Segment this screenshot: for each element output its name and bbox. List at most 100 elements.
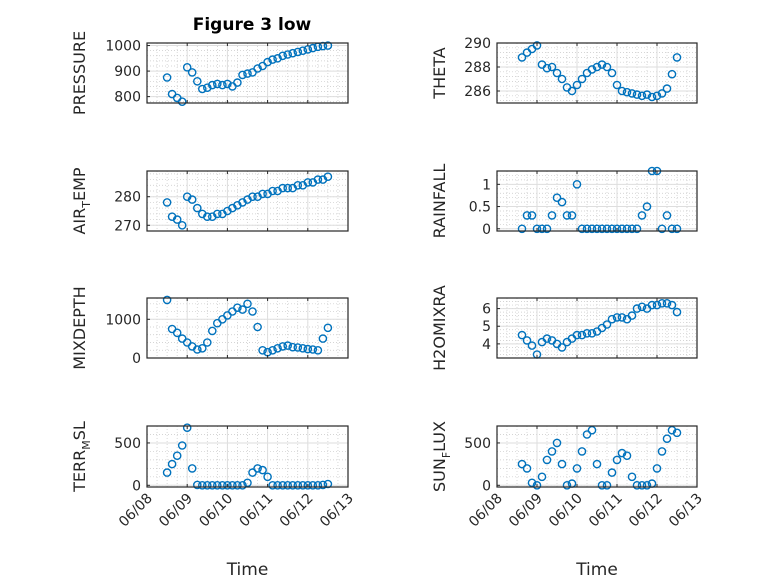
data-point [162, 295, 172, 305]
data-point [547, 447, 557, 456]
axes-frame [496, 297, 698, 359]
data-point [537, 472, 547, 482]
data-point [537, 224, 547, 234]
data-point [268, 186, 277, 196]
subplot-4: 0 0.5 1 RAINFALL [430, 164, 698, 239]
data-point [552, 68, 562, 78]
y-axis-label-part: THETA [430, 47, 449, 99]
data-point [313, 175, 323, 184]
data-point [527, 478, 537, 488]
data-point [562, 480, 572, 490]
x-tick-label: 06/10 [196, 491, 236, 531]
y-axis-label: AIRTEMP [70, 167, 93, 234]
y-tick-label: 1 [482, 177, 491, 193]
data-point [172, 451, 182, 461]
data-point [532, 224, 542, 234]
data-point [662, 211, 672, 220]
data-point [627, 89, 637, 98]
data-point [253, 64, 262, 73]
data-point [602, 224, 612, 234]
data-point [233, 480, 242, 490]
y-tick-label: 1000 [105, 39, 141, 55]
y-axis-label-part: PRESSURE [70, 31, 89, 115]
y-tick-label: 286 [464, 84, 491, 100]
data-point [627, 224, 637, 234]
data-point [657, 89, 667, 98]
data-point [582, 328, 592, 338]
data-point [298, 480, 308, 490]
data-point [542, 224, 552, 234]
data-point [218, 80, 227, 90]
data-point [202, 83, 212, 92]
y-axis-label-part: MIXDEPTH [70, 286, 89, 369]
y-tick-label: 500 [114, 436, 141, 452]
y-axis-label: TERRMSL [70, 421, 93, 493]
data-point [298, 343, 308, 353]
x-axis-label: Time [575, 560, 618, 580]
y-tick-label: 0 [482, 222, 491, 238]
x-tick-label: 06/09 [156, 491, 196, 531]
data-point [243, 478, 252, 488]
data-point [197, 480, 207, 490]
data-point [278, 480, 288, 490]
data-point [202, 338, 212, 347]
subplot-3: 270 280 AIRTEMP [70, 167, 349, 235]
axes-frame [146, 425, 349, 488]
data-point [637, 211, 647, 220]
y-axis-label: PRESSURE [70, 31, 89, 115]
data-point [283, 480, 293, 490]
data-point [607, 468, 617, 477]
x-tick-label: 06/12 [277, 491, 317, 531]
data-point [672, 307, 682, 317]
data-point [657, 224, 667, 234]
data-point [197, 343, 207, 353]
data-point [617, 448, 627, 458]
data-point [587, 425, 597, 435]
data-point [667, 425, 677, 435]
data-point [567, 86, 577, 96]
data-point [517, 53, 527, 62]
x-tick-label: 06/08 [466, 491, 506, 531]
data-point [622, 87, 632, 97]
data-point [642, 202, 652, 211]
y-axis-label: SUNFLUX [430, 421, 453, 492]
data-point [218, 480, 227, 490]
data-point [547, 211, 557, 220]
data-point [602, 320, 612, 329]
axes-frame [146, 42, 349, 104]
data-point [582, 224, 592, 234]
y-axis-label-part: SUN [430, 458, 449, 492]
y-axis-label-part: SL [70, 421, 89, 440]
y-tick-label: 5 [482, 319, 491, 335]
data-point [552, 193, 562, 202]
data-point [288, 342, 298, 352]
data-point [192, 77, 202, 86]
data-point [662, 434, 672, 444]
data-point [672, 428, 682, 438]
y-axis-label-part: H2OMIXRA [430, 285, 449, 371]
data-point [667, 300, 677, 310]
data-point [542, 455, 552, 465]
data-point [268, 55, 277, 64]
y-axis-label-part: EMP [70, 167, 89, 201]
data-point [278, 183, 288, 193]
data-point [567, 211, 577, 220]
data-point [637, 480, 647, 490]
x-tick-label: 06/08 [116, 491, 156, 531]
data-point [293, 180, 303, 190]
data-point [212, 79, 222, 89]
y-tick-label: 900 [114, 64, 141, 80]
data-point [248, 307, 257, 316]
data-point [268, 480, 277, 490]
data-point [207, 480, 217, 490]
data-point [597, 60, 607, 69]
data-point [283, 341, 293, 350]
data-point [177, 441, 187, 450]
subplot-2: 286 288 290 THETA [430, 36, 698, 104]
data-point [612, 80, 622, 90]
y-axis-label: RAINFALL [430, 164, 449, 239]
data-point [202, 480, 212, 490]
data-point [632, 224, 642, 234]
data-point [288, 48, 298, 58]
data-point [667, 224, 677, 234]
